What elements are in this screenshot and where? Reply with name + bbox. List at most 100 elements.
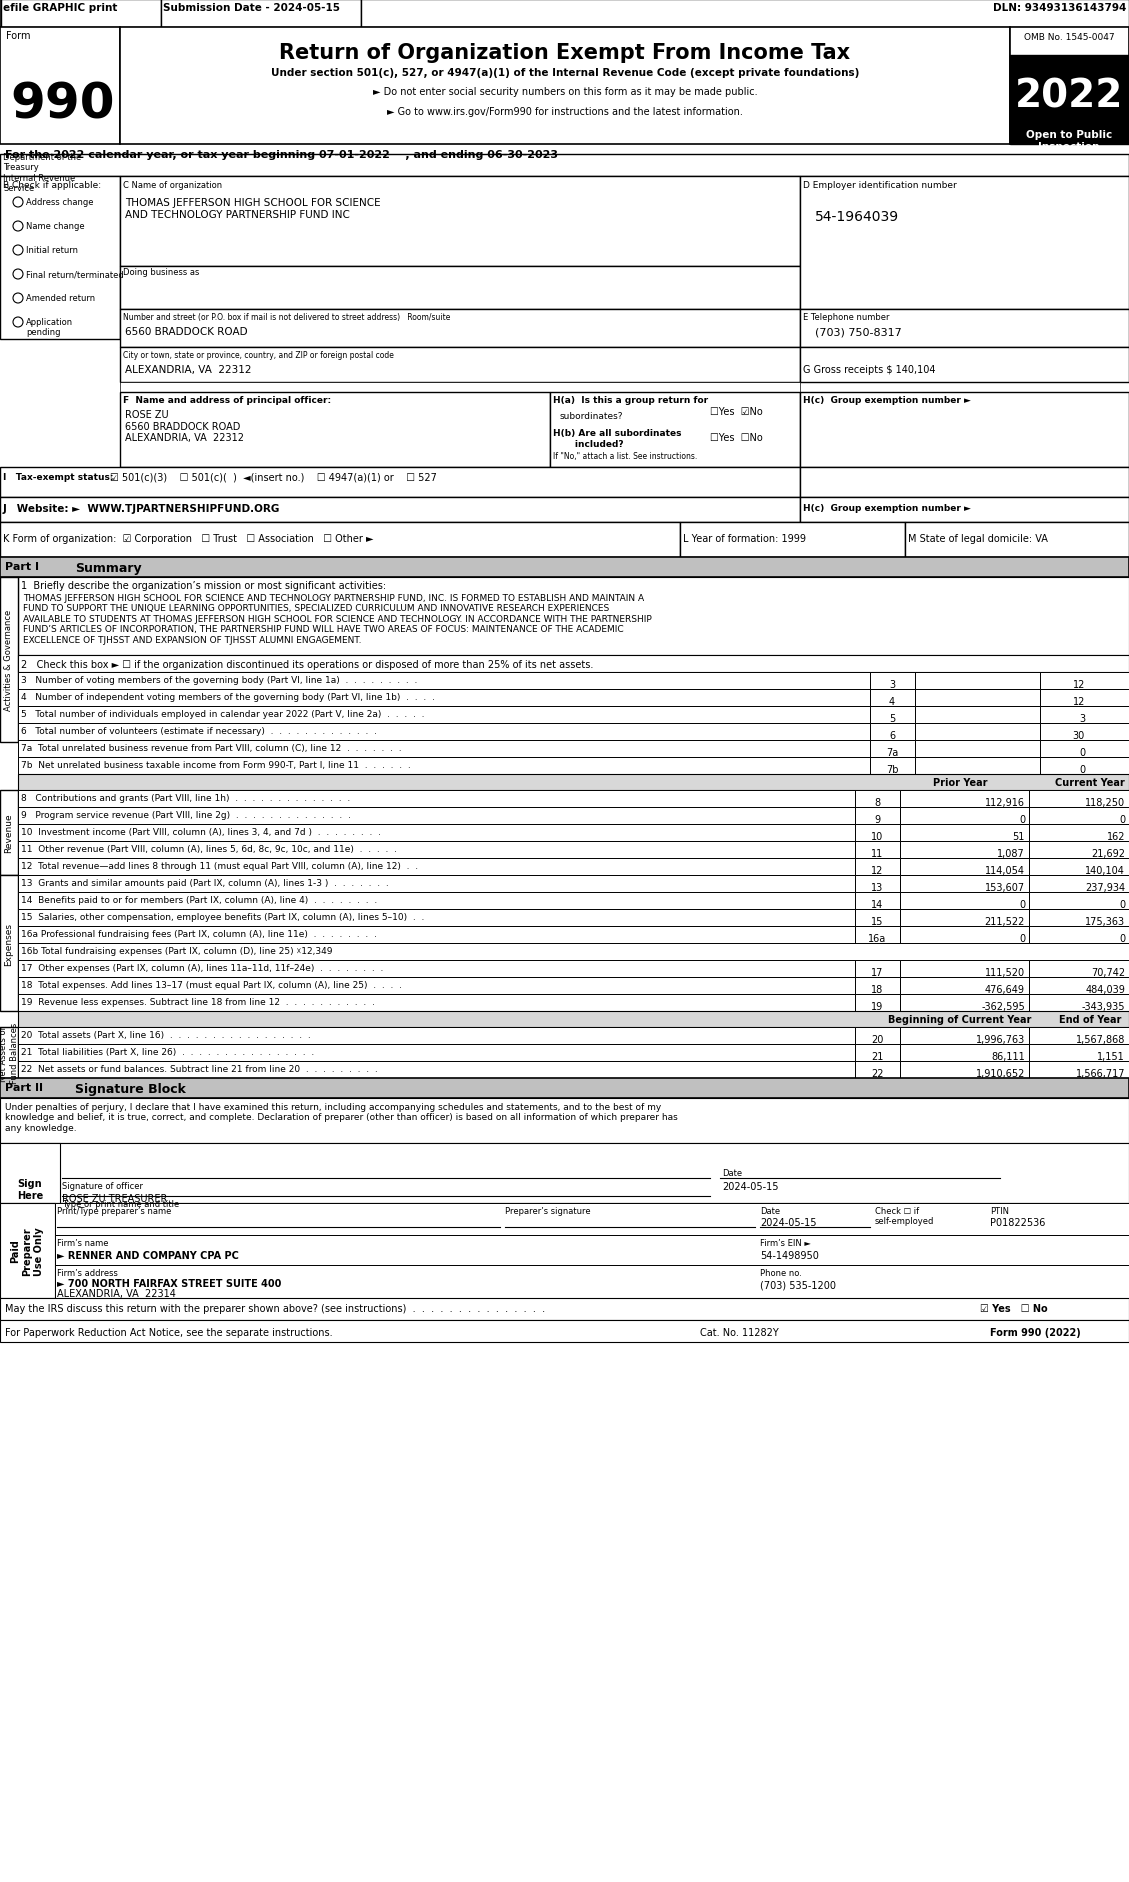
- Text: Form 990 (2022): Form 990 (2022): [990, 1327, 1080, 1338]
- Text: May the IRS discuss this return with the preparer shown above? (see instructions: May the IRS discuss this return with the…: [5, 1304, 545, 1314]
- Bar: [680, 523, 905, 557]
- Bar: [1029, 909, 1129, 926]
- Bar: [55, 1235, 1129, 1265]
- Bar: [55, 1203, 1129, 1235]
- Bar: [18, 790, 1129, 807]
- Bar: [800, 348, 1129, 382]
- Text: Department of the
Treasury
Internal Revenue
Service: Department of the Treasury Internal Reve…: [3, 152, 81, 194]
- Text: ☑ 501(c)(3)    ☐ 501(c)(  )  ◄(insert no.)    ☐ 4947(a)(1) or    ☐ 527: ☑ 501(c)(3) ☐ 501(c)( ) ◄(insert no.) ☐ …: [110, 472, 437, 484]
- Circle shape: [14, 269, 23, 280]
- Bar: [0, 875, 18, 1011]
- Text: -343,935: -343,935: [1082, 1001, 1124, 1011]
- Text: Signature Block: Signature Block: [75, 1082, 186, 1095]
- Bar: [0, 1203, 55, 1299]
- Bar: [1029, 807, 1129, 824]
- Bar: [900, 977, 1029, 994]
- Text: 21,692: 21,692: [1091, 849, 1124, 858]
- Bar: [800, 393, 1129, 469]
- Bar: [900, 909, 1029, 926]
- Text: Expenses: Expenses: [5, 922, 14, 965]
- Text: 30: 30: [1073, 730, 1085, 742]
- Text: Part II: Part II: [5, 1082, 43, 1092]
- Bar: [18, 1011, 1129, 1028]
- Bar: [900, 1045, 1029, 1061]
- Bar: [0, 28, 120, 145]
- Circle shape: [14, 247, 23, 256]
- Bar: [18, 824, 1129, 841]
- Text: 14: 14: [870, 900, 883, 909]
- Bar: [161, 0, 361, 28]
- Text: 3   Number of voting members of the governing body (Part VI, line 1a)  .  .  .  : 3 Number of voting members of the govern…: [21, 676, 418, 685]
- Bar: [900, 841, 1029, 858]
- Text: 3: 3: [889, 679, 895, 689]
- Bar: [18, 655, 1129, 672]
- Bar: [855, 1045, 900, 1061]
- Text: 20: 20: [870, 1035, 883, 1045]
- Text: Cat. No. 11282Y: Cat. No. 11282Y: [700, 1327, 779, 1338]
- Text: 484,039: 484,039: [1085, 984, 1124, 994]
- Bar: [0, 578, 18, 743]
- Text: 9: 9: [874, 815, 881, 824]
- Text: 2024-05-15: 2024-05-15: [760, 1218, 816, 1227]
- Bar: [1010, 28, 1129, 145]
- Text: C Name of organization: C Name of organization: [123, 181, 222, 190]
- Bar: [900, 994, 1029, 1011]
- Text: 0: 0: [1018, 900, 1025, 909]
- Bar: [18, 807, 1129, 824]
- Text: 5: 5: [889, 713, 895, 723]
- Text: 18  Total expenses. Add lines 13–17 (must equal Part IX, column (A), line 25)  .: 18 Total expenses. Add lines 13–17 (must…: [21, 981, 402, 990]
- Bar: [1029, 858, 1129, 875]
- Bar: [18, 689, 1129, 706]
- Bar: [855, 994, 900, 1011]
- Bar: [18, 858, 1129, 875]
- Text: 0: 0: [1119, 815, 1124, 824]
- Text: Net Assets or
Fund Balances: Net Assets or Fund Balances: [0, 1022, 19, 1084]
- Text: 6560 BRADDOCK ROAD: 6560 BRADDOCK ROAD: [125, 327, 247, 337]
- Bar: [1029, 1045, 1129, 1061]
- Bar: [0, 1028, 18, 1078]
- Bar: [18, 578, 1129, 655]
- Text: Under penalties of perjury, I declare that I have examined this return, includin: Under penalties of perjury, I declare th…: [5, 1103, 677, 1133]
- Text: 19: 19: [870, 1001, 883, 1011]
- Text: 237,934: 237,934: [1085, 883, 1124, 892]
- Bar: [1029, 875, 1129, 892]
- Bar: [900, 858, 1029, 875]
- Text: 13  Grants and similar amounts paid (Part IX, column (A), lines 1-3 )  .  .  .  : 13 Grants and similar amounts paid (Part…: [21, 879, 388, 888]
- Text: Print/Type preparer’s name: Print/Type preparer’s name: [56, 1206, 172, 1216]
- Bar: [18, 875, 1129, 892]
- Bar: [1029, 841, 1129, 858]
- Bar: [550, 393, 800, 469]
- Text: 70,742: 70,742: [1091, 967, 1124, 977]
- Bar: [855, 892, 900, 909]
- Text: ROSE ZU TREASURER: ROSE ZU TREASURER: [62, 1193, 167, 1203]
- Bar: [18, 1061, 1129, 1078]
- Bar: [1029, 892, 1129, 909]
- Text: ☑ Yes   ☐ No: ☑ Yes ☐ No: [980, 1304, 1048, 1314]
- Text: 15  Salaries, other compensation, employee benefits (Part IX, column (A), lines : 15 Salaries, other compensation, employe…: [21, 913, 425, 922]
- Text: 7a  Total unrelated business revenue from Part VIII, column (C), line 12  .  .  : 7a Total unrelated business revenue from…: [21, 743, 402, 753]
- Text: 16a Professional fundraising fees (Part IX, column (A), line 11e)  .  .  .  .  .: 16a Professional fundraising fees (Part …: [21, 930, 377, 939]
- Bar: [855, 926, 900, 943]
- Bar: [900, 807, 1029, 824]
- Bar: [855, 841, 900, 858]
- Bar: [1029, 1061, 1129, 1078]
- Bar: [900, 926, 1029, 943]
- Bar: [18, 723, 1129, 742]
- Text: Part I: Part I: [5, 561, 40, 572]
- Bar: [1040, 689, 1129, 706]
- Bar: [120, 28, 1010, 145]
- Bar: [0, 1321, 1129, 1342]
- Bar: [1040, 758, 1129, 775]
- Bar: [900, 960, 1029, 977]
- Text: 13: 13: [870, 883, 883, 892]
- Text: 22  Net assets or fund balances. Subtract line 21 from line 20  .  .  .  .  .  .: 22 Net assets or fund balances. Subtract…: [21, 1065, 378, 1073]
- Bar: [0, 557, 1129, 578]
- Text: 1,996,763: 1,996,763: [975, 1035, 1025, 1045]
- Bar: [1040, 742, 1129, 758]
- Bar: [18, 672, 1129, 689]
- Text: 11  Other revenue (Part VIII, column (A), lines 5, 6d, 8c, 9c, 10c, and 11e)  . : 11 Other revenue (Part VIII, column (A),…: [21, 845, 397, 854]
- Circle shape: [14, 222, 23, 231]
- Text: H(c)  Group exemption number ►: H(c) Group exemption number ►: [803, 395, 971, 405]
- Text: 118,250: 118,250: [1085, 798, 1124, 807]
- Text: Current Year: Current Year: [1056, 777, 1124, 787]
